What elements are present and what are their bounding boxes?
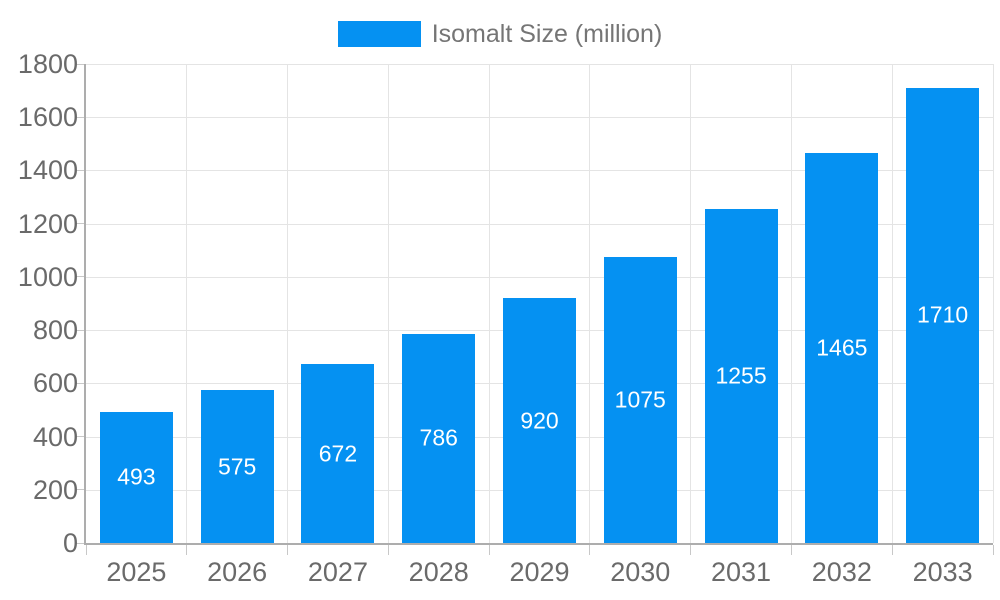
bar-value-label: 1255 [715,362,767,389]
y-axis-label: 1400 [17,155,78,186]
x-axis-label: 2028 [408,557,469,587]
y-tick-mark [75,63,84,65]
v-gridline [387,64,389,543]
x-axis-label: 2029 [509,557,570,587]
bar-value-label: 1075 [614,386,666,413]
x-axis-label: 2030 [610,557,671,587]
y-axis-label: 1800 [17,49,78,79]
v-gridline [186,64,188,543]
x-tick-mark [488,545,490,555]
bar-value-label: 493 [117,463,156,490]
v-gridline [891,64,893,543]
y-axis-label: 200 [32,474,78,505]
x-axis-label: 2033 [912,557,973,587]
y-axis-label: 1200 [17,208,78,239]
y-axis-label: 1000 [17,261,78,292]
x-tick-mark [992,545,994,555]
y-axis-label: 600 [32,368,78,399]
plot-area: 0 200 400 600 800 1000 1200 1400 1600 1800 493 2025… [18,49,994,587]
legend-swatch-icon [337,21,421,47]
bar[interactable]: 920 [503,298,576,543]
x-tick-mark [690,545,692,555]
y-tick-mark [75,276,84,278]
bar[interactable]: 672 [301,364,375,543]
y-tick-mark [75,169,84,171]
v-gridline [690,64,692,543]
x-axis-label: 2031 [711,557,772,587]
bar-value-label: 672 [318,440,358,467]
bar[interactable]: 1075 [603,256,677,543]
legend-label: Isomalt Size (million) [431,20,663,48]
x-axis-line [84,543,993,545]
v-gridline [992,64,994,543]
bar-value-label: 1710 [917,301,969,328]
y-axis-line [84,64,86,545]
h-gridline [86,64,993,65]
bar-value-label: 1465 [816,334,868,361]
v-gridline [287,64,289,543]
legend[interactable]: Isomalt Size (million) [0,19,1000,49]
bar-value-label: 575 [217,453,257,479]
bar[interactable]: 575 [200,390,274,543]
x-axis-label: 2025 [106,557,167,587]
y-axis-label: 1600 [17,102,78,133]
bar[interactable]: 1710 [906,87,980,543]
y-axis-label: 400 [32,421,78,452]
h-gridline [86,170,993,172]
bar[interactable]: 1255 [704,209,778,543]
x-axis-label: 2032 [811,557,872,587]
h-gridline [86,117,993,119]
x-axis-label: 2026 [207,557,268,587]
x-axis-label: 2027 [307,557,368,587]
x-tick-mark [186,545,188,555]
x-tick-mark [790,545,792,555]
y-axis-label: 0 [62,528,78,558]
y-tick-mark [75,223,84,225]
v-gridline [589,64,591,543]
bar[interactable]: 493 [99,411,173,543]
x-tick-mark [589,545,591,555]
y-tick-mark [75,329,84,331]
x-tick-mark [891,545,893,555]
x-tick-mark [85,545,87,555]
v-gridline [790,64,792,543]
h-gridline [86,276,993,278]
x-tick-mark [387,545,389,555]
y-tick-mark [75,542,84,544]
bar[interactable]: 786 [402,333,476,543]
y-axis-label: 800 [32,315,78,346]
x-tick-mark [287,545,289,555]
y-tick-mark [75,489,84,491]
y-tick-mark [75,382,84,384]
h-gridline [86,223,993,225]
bar-value-label: 786 [419,424,458,451]
y-tick-mark [75,116,84,118]
v-gridline [488,64,490,543]
y-tick-mark [75,436,84,438]
bar[interactable]: 1465 [805,153,879,543]
bar-value-label: 920 [520,407,559,434]
